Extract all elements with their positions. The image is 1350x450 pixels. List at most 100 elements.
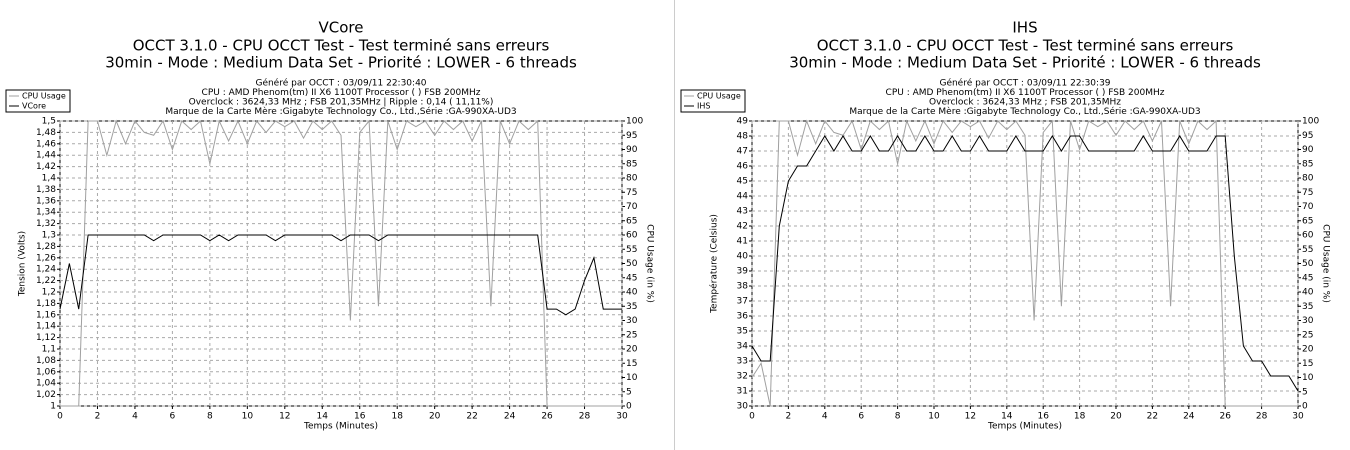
plot-area (59, 120, 623, 407)
y2-tick-label: 30 (626, 316, 638, 326)
y-axis-label: Tension (Volts) (18, 231, 28, 297)
legend-box (5, 89, 71, 113)
info-line: Marque de la Carte Mère :Gigabyte Techno… (165, 106, 516, 117)
chart-title: IHS (1012, 19, 1037, 37)
y-tick-label: 32 (737, 372, 748, 382)
y2-tick-label: 90 (626, 145, 638, 155)
y2-tick-label: 80 (1302, 174, 1314, 184)
series-line (59, 234, 622, 316)
y-tick-label: 1,34 (36, 208, 56, 218)
x-tick-label: 8 (895, 412, 901, 422)
y-tick-label: 1,3 (42, 231, 56, 241)
x-tick-label: 20 (1110, 412, 1122, 422)
y-tick-label: 1,32 (36, 219, 56, 229)
y-tick-label: 30 (737, 402, 749, 412)
y-tick-label: 1,46 (36, 139, 56, 149)
x-tick-label: 10 (242, 412, 254, 422)
y2-tick-label: 25 (626, 330, 637, 340)
y2-tick-label: 50 (626, 259, 638, 269)
y2-tick-label: 65 (1302, 216, 1313, 226)
chart-subtitle: 30min - Mode : Medium Data Set - Priorit… (105, 54, 577, 72)
x-tick-label: 6 (170, 412, 176, 422)
y2-tick-label: 95 (626, 131, 637, 141)
y-tick-label: 1,24 (36, 265, 56, 275)
y2-tick-label: 0 (1302, 402, 1308, 412)
y-tick-label: 1 (50, 402, 56, 412)
y-tick-label: 1,42 (36, 162, 56, 172)
y2-tick-label: 25 (1302, 330, 1313, 340)
y-tick-label: 1,44 (36, 151, 56, 161)
y-tick-label: 43 (737, 207, 748, 217)
x-tick-label: 0 (57, 412, 63, 422)
y-tick-label: 46 (737, 162, 749, 172)
x-tick-label: 18 (1074, 412, 1086, 422)
y-tick-label: 33 (737, 357, 748, 367)
x-tick-label: 22 (1147, 412, 1158, 422)
y2-tick-label: 85 (1302, 159, 1313, 169)
y-tick-label: 1,4 (42, 174, 57, 184)
y2-tick-label: 95 (1302, 131, 1313, 141)
y2-tick-label: 15 (1302, 359, 1313, 369)
plot-area (751, 120, 1299, 407)
y-tick-label: 1,08 (36, 356, 56, 366)
y2-tick-label: 100 (626, 117, 643, 127)
x-tick-label: 12 (965, 412, 976, 422)
y-tick-label: 1,5 (42, 117, 56, 127)
y-tick-label: 1,28 (36, 242, 56, 252)
chart-subtitle: OCCT 3.1.0 - CPU OCCT Test - Test termin… (133, 37, 550, 55)
y2-tick-label: 75 (1302, 188, 1313, 198)
info-line: CPU : AMD Phenom(tm) II X6 1100T Process… (202, 88, 481, 98)
y-tick-label: 45 (737, 177, 748, 187)
x-tick-label: 0 (749, 412, 755, 422)
x-tick-label: 12 (279, 412, 290, 422)
y-tick-label: 1,14 (36, 322, 56, 332)
x-tick-label: 8 (207, 412, 213, 422)
x-tick-label: 4 (132, 412, 138, 422)
y2-tick-label: 90 (1302, 145, 1314, 155)
y2-tick-label: 30 (1302, 316, 1314, 326)
x-tick-label: 28 (1256, 412, 1268, 422)
y2-tick-label: 55 (626, 245, 637, 255)
x-tick-label: 24 (504, 412, 516, 422)
x-tick-label: 30 (1292, 412, 1304, 422)
legend-label: CPU Usage (697, 92, 741, 101)
legend-box (680, 89, 746, 113)
y-tick-label: 48 (737, 132, 749, 142)
info-line: Généré par OCCT : 03/09/11 22:30:40 (255, 78, 426, 89)
y-tick-label: 1,48 (36, 128, 56, 138)
x-tick-label: 18 (391, 412, 403, 422)
x-tick-label: 30 (616, 412, 628, 422)
y2-axis-label: CPU Usage (in %) (1321, 224, 1331, 303)
chart-subtitle: OCCT 3.1.0 - CPU OCCT Test - Test termin… (817, 37, 1234, 55)
y2-tick-label: 35 (626, 302, 637, 312)
y2-tick-label: 65 (626, 216, 637, 226)
y-tick-label: 1,38 (36, 185, 56, 195)
x-tick-label: 16 (354, 412, 366, 422)
y-axis-label: Température (Celsius) (709, 214, 720, 314)
x-axis-label: Temps (Minutes) (303, 422, 378, 432)
y-tick-label: 1,22 (36, 276, 56, 286)
x-tick-label: 14 (1001, 412, 1013, 422)
y-tick-label: 34 (737, 342, 749, 352)
chart-subtitle: 30min - Mode : Medium Data Set - Priorit… (789, 54, 1261, 72)
y-tick-label: 38 (737, 282, 749, 292)
y-tick-label: 1,2 (42, 288, 56, 298)
info-line: Généré par OCCT : 03/09/11 22:30:39 (939, 78, 1110, 89)
y2-tick-label: 15 (626, 359, 637, 369)
info-line: Overclock : 3624,33 MHz ; FSB 201,35MHz … (189, 98, 494, 108)
y-tick-label: 49 (737, 117, 749, 127)
y2-tick-label: 85 (626, 159, 637, 169)
x-tick-label: 28 (579, 412, 591, 422)
y2-tick-label: 45 (1302, 273, 1313, 283)
chart-title: VCore (319, 19, 364, 37)
info-line: Marque de la Carte Mère :Gigabyte Techno… (849, 106, 1200, 117)
y-tick-label: 1,12 (36, 333, 56, 343)
y2-tick-label: 40 (1302, 288, 1314, 298)
y-tick-label: 42 (737, 222, 748, 232)
legend-label: CPU Usage (22, 92, 66, 101)
x-tick-label: 2 (786, 412, 792, 422)
y-tick-label: 1,16 (36, 310, 56, 320)
